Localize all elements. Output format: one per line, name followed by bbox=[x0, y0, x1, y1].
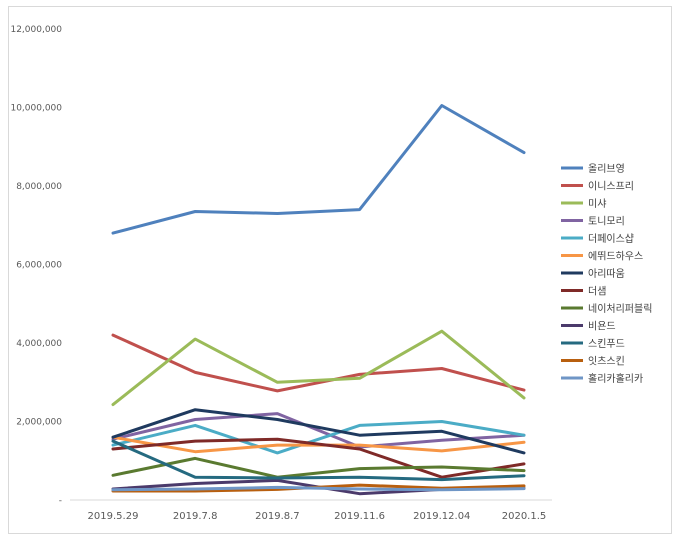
series-line bbox=[111, 456, 526, 479]
x-tick-label: 2020.1.5 bbox=[502, 511, 547, 522]
x-tick-label: 2019.8.7 bbox=[255, 511, 300, 522]
series-line bbox=[111, 408, 526, 455]
legend-label: 올리브영 bbox=[588, 163, 625, 175]
legend-label: 네이처리퍼블릭 bbox=[588, 303, 652, 315]
x-tick-label: 2019.11.6 bbox=[334, 511, 385, 522]
legend-label: 더페이스샵 bbox=[588, 233, 634, 245]
legend-label: 토니모리 bbox=[588, 216, 625, 228]
x-tick-label: 2019.7.8 bbox=[173, 511, 218, 522]
legend-label: 에뛰드하우스 bbox=[588, 250, 643, 263]
y-tick-label: 4,000,000 bbox=[16, 339, 62, 349]
series-line bbox=[111, 329, 526, 407]
series-lines bbox=[111, 104, 526, 496]
legend-label: 비욘드 bbox=[588, 321, 616, 333]
y-tick-label: - bbox=[59, 496, 62, 506]
series-line bbox=[111, 412, 526, 449]
series-line bbox=[111, 420, 526, 455]
legend-label: 더샘 bbox=[588, 286, 606, 298]
series-line bbox=[111, 485, 526, 492]
legend-label: 미샤 bbox=[588, 198, 606, 210]
x-tick-label: 2019.12.04 bbox=[413, 511, 470, 522]
legend-label: 스킨푸드 bbox=[588, 338, 625, 350]
y-tick-label: 10,000,000 bbox=[10, 104, 62, 114]
legend-label: 홀리카홀리카 bbox=[588, 372, 643, 385]
y-tick-label: 12,000,000 bbox=[10, 25, 62, 35]
axes: - 2,000,000 4,000,000 6,000,000 8,000,000 10,… bbox=[10, 25, 552, 522]
series-line bbox=[111, 439, 526, 482]
y-tick-label: 2,000,000 bbox=[16, 418, 62, 428]
legend-label: 아리따움 bbox=[588, 268, 625, 280]
y-tick-label: 6,000,000 bbox=[16, 261, 62, 271]
legend: 올리브영이니스프리미샤토니모리더페이스샵에뛰드하우스아리따움더샘네이처리퍼블릭비… bbox=[561, 163, 652, 385]
series-line bbox=[111, 104, 526, 235]
legend-label: 이니스프리 bbox=[588, 181, 634, 193]
y-tick-label: 8,000,000 bbox=[16, 182, 62, 192]
series-line bbox=[111, 437, 526, 479]
series-line bbox=[111, 333, 526, 393]
x-tick-label: 2019.5.29 bbox=[88, 511, 139, 522]
legend-label: 잇츠스킨 bbox=[588, 356, 625, 368]
